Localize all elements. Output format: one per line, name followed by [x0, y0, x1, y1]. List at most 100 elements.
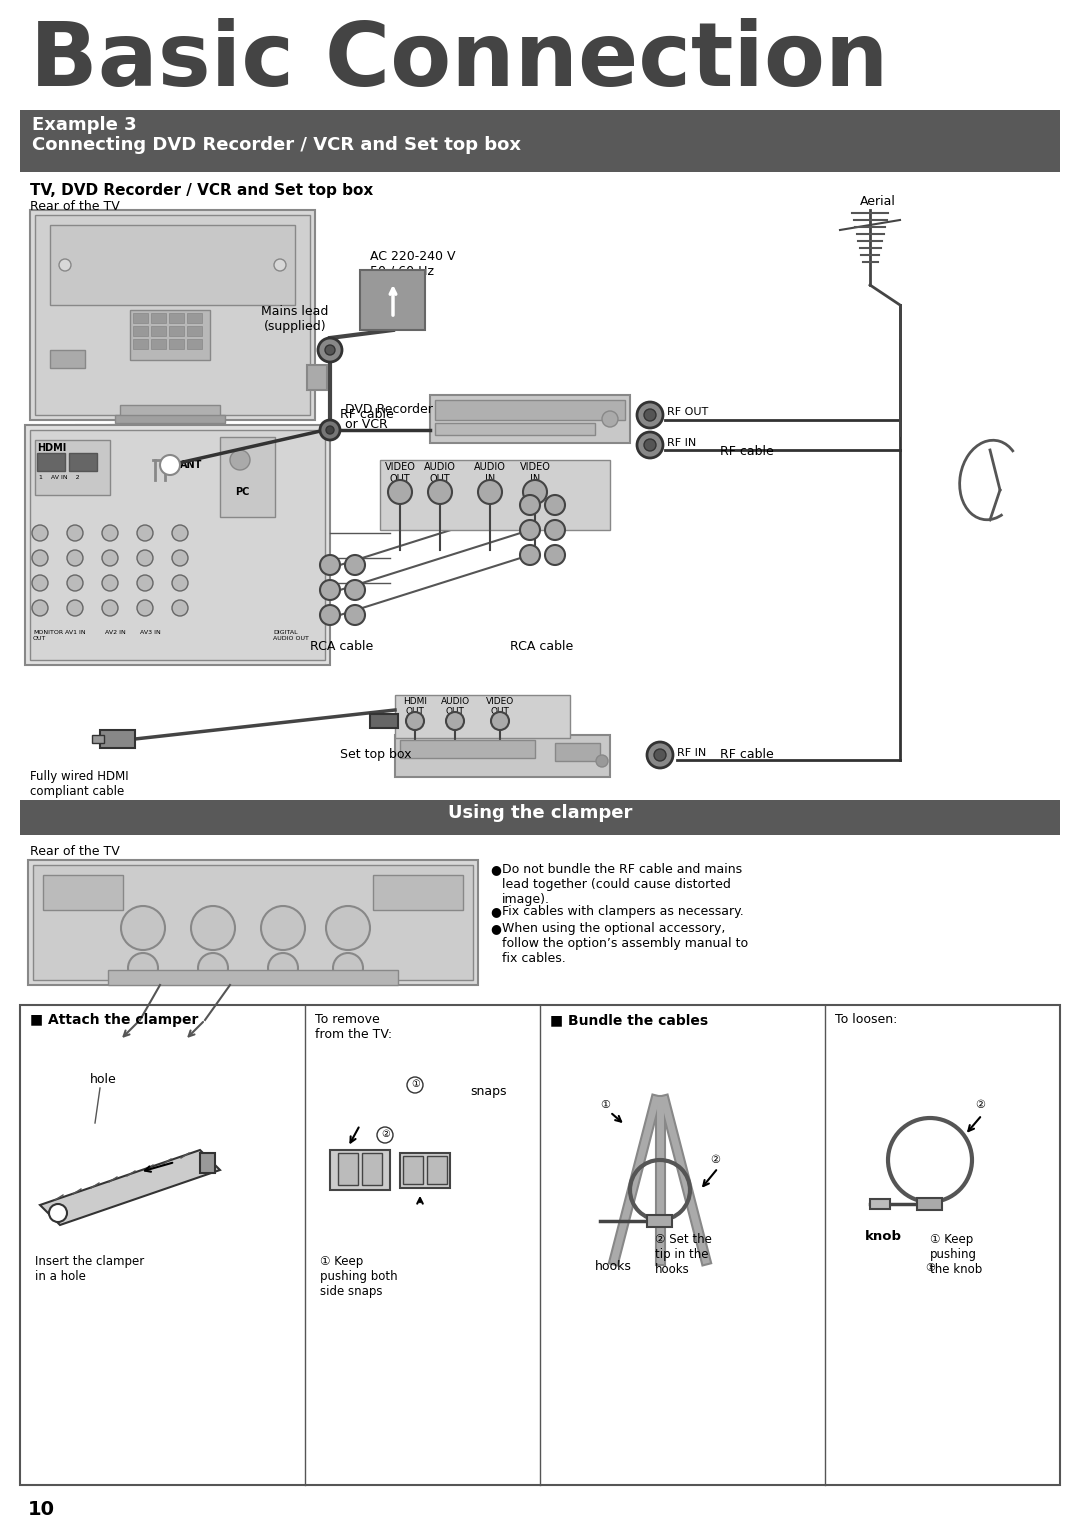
- Circle shape: [446, 712, 464, 730]
- Bar: [21, 1005, 1059, 1484]
- Bar: [43, 875, 123, 910]
- Text: HDMI
OUT: HDMI OUT: [403, 696, 427, 716]
- Circle shape: [637, 432, 663, 458]
- Text: ●: ●: [490, 906, 501, 918]
- Circle shape: [102, 600, 118, 615]
- Circle shape: [388, 479, 411, 504]
- Text: Fully wired HDMI
compliant cable: Fully wired HDMI compliant cable: [30, 770, 129, 799]
- Text: RCA cable: RCA cable: [310, 640, 374, 654]
- Text: snaps: snaps: [470, 1086, 507, 1098]
- Bar: [130, 310, 210, 360]
- Bar: [427, 1156, 447, 1183]
- Circle shape: [406, 712, 424, 730]
- Text: Set top box: Set top box: [340, 748, 411, 760]
- Circle shape: [320, 420, 340, 440]
- Text: Example 3: Example 3: [32, 116, 137, 134]
- Circle shape: [102, 525, 118, 541]
- Bar: [370, 715, 399, 728]
- Circle shape: [320, 554, 340, 576]
- Text: Do not bundle the RF cable and mains
lead together (could cause distorted
image): Do not bundle the RF cable and mains lea…: [502, 863, 742, 906]
- Bar: [395, 734, 610, 777]
- Bar: [151, 339, 166, 350]
- Circle shape: [428, 479, 453, 504]
- Circle shape: [596, 754, 608, 767]
- Text: RF cable: RF cable: [720, 748, 773, 760]
- Bar: [307, 365, 327, 389]
- Circle shape: [67, 525, 83, 541]
- Text: Mains lead
(supplied): Mains lead (supplied): [261, 305, 328, 333]
- Circle shape: [102, 550, 118, 567]
- Text: 1    AV IN    2: 1 AV IN 2: [39, 475, 80, 479]
- Circle shape: [137, 576, 153, 591]
- Circle shape: [261, 906, 305, 950]
- Circle shape: [345, 580, 365, 600]
- Text: RF cable: RF cable: [340, 408, 394, 421]
- Bar: [220, 437, 275, 518]
- Text: TV, DVD Recorder / VCR and Set top box: TV, DVD Recorder / VCR and Set top box: [30, 183, 374, 199]
- Circle shape: [274, 260, 286, 270]
- Circle shape: [326, 426, 334, 434]
- Circle shape: [602, 411, 618, 428]
- Bar: [400, 741, 535, 757]
- Text: ●: ●: [490, 863, 501, 876]
- Text: RF OUT: RF OUT: [667, 408, 708, 417]
- Circle shape: [320, 605, 340, 625]
- Bar: [33, 864, 473, 980]
- Circle shape: [49, 1203, 67, 1222]
- Text: AUDIO
OUT: AUDIO OUT: [424, 463, 456, 484]
- Circle shape: [32, 576, 48, 591]
- Text: VIDEO
IN: VIDEO IN: [519, 463, 551, 484]
- Text: ②: ②: [975, 1099, 985, 1110]
- Circle shape: [644, 438, 656, 450]
- Circle shape: [32, 550, 48, 567]
- Circle shape: [545, 545, 565, 565]
- Text: hole: hole: [90, 1073, 117, 1086]
- Text: VIDEO
OUT: VIDEO OUT: [384, 463, 416, 484]
- Polygon shape: [75, 420, 220, 425]
- Bar: [435, 423, 595, 435]
- Circle shape: [377, 1127, 393, 1144]
- Text: ■ Bundle the cables: ■ Bundle the cables: [550, 1012, 708, 1028]
- Text: To loosen:: To loosen:: [835, 1012, 897, 1026]
- Bar: [35, 215, 310, 415]
- Text: When using the optional accessory,
follow the option’s assembly manual to
fix ca: When using the optional accessory, follo…: [502, 922, 748, 965]
- Bar: [108, 970, 399, 985]
- Circle shape: [637, 402, 663, 428]
- Bar: [338, 1153, 357, 1185]
- Circle shape: [478, 479, 502, 504]
- Bar: [435, 400, 625, 420]
- Bar: [28, 860, 478, 985]
- Text: AV2 IN: AV2 IN: [105, 631, 125, 635]
- Circle shape: [268, 953, 298, 983]
- Text: RF IN: RF IN: [667, 438, 697, 447]
- Circle shape: [32, 600, 48, 615]
- Circle shape: [172, 525, 188, 541]
- Text: To remove
from the TV:: To remove from the TV:: [315, 1012, 392, 1041]
- Circle shape: [545, 495, 565, 515]
- Bar: [330, 1150, 390, 1190]
- Text: AC 220-240 V
50 / 60 Hz: AC 220-240 V 50 / 60 Hz: [370, 250, 456, 278]
- Bar: [50, 224, 295, 305]
- Circle shape: [191, 906, 235, 950]
- Text: HDMI: HDMI: [37, 443, 66, 454]
- Text: RCA cable: RCA cable: [510, 640, 573, 654]
- Bar: [187, 313, 202, 324]
- Bar: [21, 110, 1059, 173]
- Circle shape: [407, 1077, 423, 1093]
- Circle shape: [326, 906, 370, 950]
- Bar: [37, 454, 65, 470]
- Text: ②: ②: [710, 1154, 720, 1165]
- Text: AUDIO
OUT: AUDIO OUT: [441, 696, 470, 716]
- Circle shape: [230, 450, 249, 470]
- Polygon shape: [40, 1150, 220, 1225]
- Circle shape: [644, 409, 656, 421]
- Bar: [373, 875, 463, 910]
- Bar: [151, 313, 166, 324]
- Circle shape: [345, 554, 365, 576]
- Text: ②: ②: [381, 1128, 390, 1139]
- Bar: [403, 1156, 423, 1183]
- Text: Using the clamper: Using the clamper: [448, 805, 632, 822]
- Circle shape: [345, 605, 365, 625]
- Circle shape: [647, 742, 673, 768]
- Bar: [168, 339, 184, 350]
